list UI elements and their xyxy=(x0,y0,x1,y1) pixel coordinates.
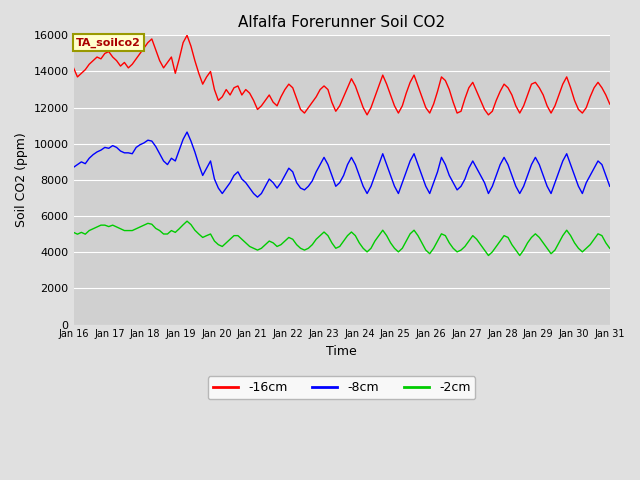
Text: TA_soilco2: TA_soilco2 xyxy=(76,37,141,48)
Legend: -16cm, -8cm, -2cm: -16cm, -8cm, -2cm xyxy=(208,376,476,399)
Y-axis label: Soil CO2 (ppm): Soil CO2 (ppm) xyxy=(15,132,28,228)
Title: Alfalfa Forerunner Soil CO2: Alfalfa Forerunner Soil CO2 xyxy=(238,15,445,30)
X-axis label: Time: Time xyxy=(326,345,357,358)
